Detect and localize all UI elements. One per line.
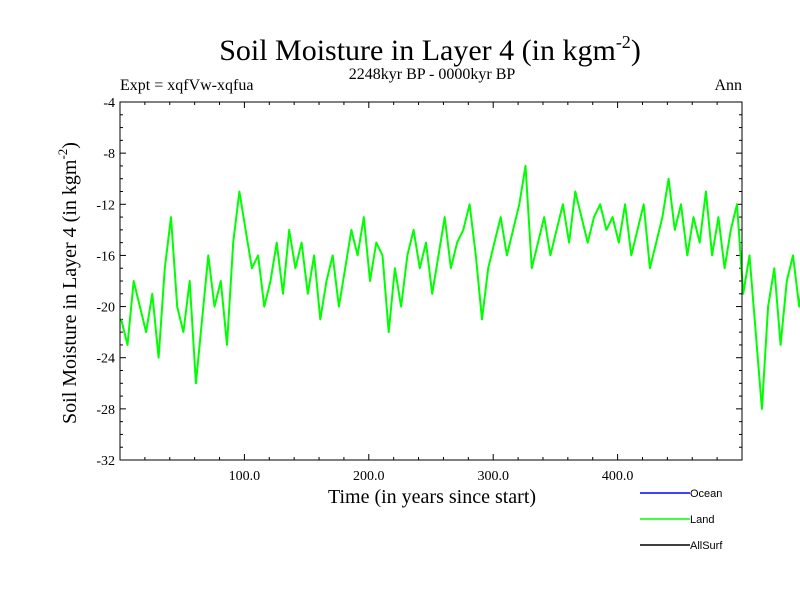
y-tick-label: -28: [96, 403, 115, 418]
y-tick-label: -32: [96, 454, 115, 469]
chart-title-main: Soil Moisture in Layer 4 (in kgm: [219, 34, 616, 67]
y-axis-label-main: Soil Moisture in Layer 4 (in kgm: [59, 159, 81, 424]
legend-label-allsurf: AllSurf: [690, 540, 723, 552]
chart-subtitle: 2248kyr BP - 0000kyr BP: [349, 66, 516, 83]
chart-title: Soil Moisture in Layer 4 (in kgm-2): [219, 32, 641, 67]
expt-label: Expt = xqfVw-xqfua: [120, 77, 253, 94]
y-tick-label: -20: [96, 301, 115, 316]
y-axis-label-sup: -2: [55, 149, 70, 160]
x-tick-label: 300.0: [477, 469, 509, 484]
legend: Ocean Land AllSurf: [640, 488, 723, 552]
legend-label-ocean: Ocean: [690, 488, 722, 500]
y-tick-label: -4: [103, 96, 115, 111]
chart-title-close: ): [631, 34, 641, 67]
series-line-land: [120, 164, 800, 410]
y-axis-label-close: ): [59, 142, 81, 149]
y-axis-label: Soil Moisture in Layer 4 (in kgm-2): [55, 142, 81, 424]
plot-frame: [119, 101, 743, 461]
chart-title-sup: -2: [616, 32, 631, 52]
y-tick-label: -8: [103, 147, 115, 162]
y-axis-ticks: -4 -8 -12 -16 -20 -24 -28 -32: [96, 96, 742, 469]
season-label: Ann: [714, 77, 742, 94]
x-tick-label: 100.0: [229, 469, 261, 484]
x-tick-label: 200.0: [353, 469, 385, 484]
y-tick-label: -12: [96, 198, 115, 213]
series-layer: [120, 164, 800, 410]
y-tick-label: -24: [96, 352, 115, 367]
y-tick-label: -16: [96, 249, 115, 264]
x-axis-label: Time (in years since start): [328, 486, 536, 508]
legend-label-land: Land: [690, 514, 714, 526]
x-tick-label: 400.0: [602, 469, 634, 484]
